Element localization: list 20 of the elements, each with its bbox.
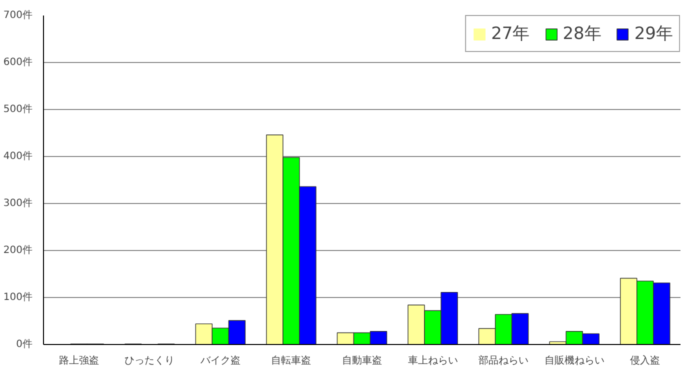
legend-label: 27年 xyxy=(491,23,530,45)
x-tick-label: バイク盗 xyxy=(199,354,240,366)
legend-label: 29年 xyxy=(634,23,673,45)
x-tick-label: 侵入盗 xyxy=(630,354,660,366)
y-tick-label: 500件 xyxy=(3,104,33,115)
x-tick-label: ひったくり xyxy=(124,356,175,366)
y-tick-label: 0件 xyxy=(16,339,33,350)
y-tick-label: 300件 xyxy=(3,198,33,209)
y-tick-label: 700件 xyxy=(3,10,33,21)
y-tick-label: 100件 xyxy=(3,292,33,303)
y-tick-label: 200件 xyxy=(3,245,33,256)
y-tick-label: 600件 xyxy=(3,57,33,68)
x-tick-label: 路上強盗 xyxy=(58,354,99,366)
x-tick-label: 自販機ねらい xyxy=(544,354,604,366)
x-tick-label: 部品ねらい xyxy=(478,354,529,366)
y-tick-label: 400件 xyxy=(3,151,33,162)
x-tick-label: 自動車盗 xyxy=(342,354,382,366)
legend-label: 28年 xyxy=(562,23,602,45)
x-tick-label: 車上ねらい xyxy=(408,354,458,366)
x-tick-label: 自転車盗 xyxy=(271,354,312,366)
